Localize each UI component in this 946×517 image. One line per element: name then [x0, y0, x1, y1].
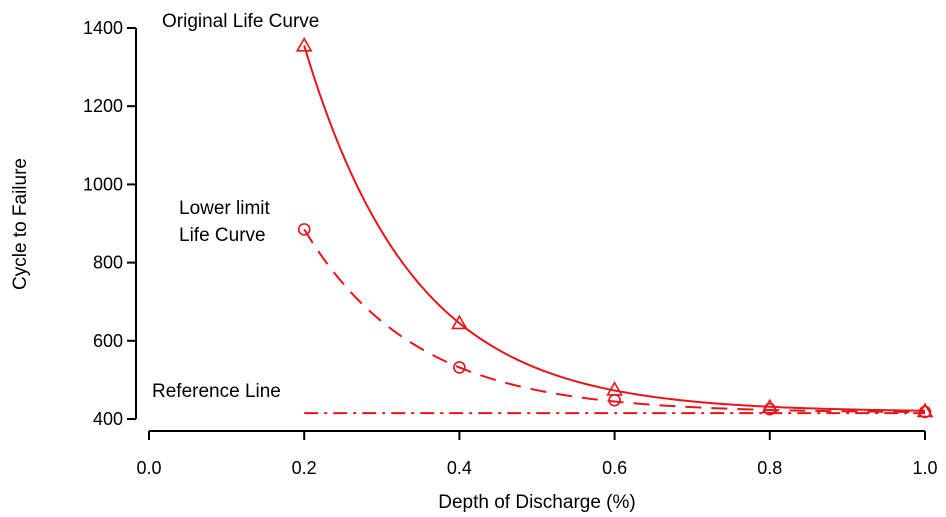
x-tick-label: 1.0 — [912, 458, 937, 478]
axis-ticks: 400 600 800 1000 1200 1400 0.0 0.2 0.4 0.6 0.8 1.0 — [83, 18, 938, 478]
y-tick-label: 600 — [93, 331, 123, 351]
circle-marker — [608, 393, 621, 407]
circle-marker — [453, 361, 466, 374]
circle-marker — [918, 405, 932, 419]
y-tick-label: 1200 — [83, 96, 123, 116]
x-axis-title: Depth of Discharge (%) — [438, 492, 635, 513]
y-tick-label: 1400 — [83, 18, 123, 38]
y-tick-label: 400 — [93, 409, 123, 429]
annotations: Original Life Curve Lower limit Life Cur… — [152, 11, 319, 402]
triangle-marker — [451, 314, 468, 330]
y-axis-title: Cycle to Failure — [10, 158, 31, 290]
plot-lines — [303, 45, 926, 415]
annotation-reference-line: Reference Line — [152, 381, 281, 402]
y-tick-label: 800 — [93, 253, 123, 273]
data-markers — [295, 36, 934, 419]
circle-marker — [297, 223, 311, 236]
x-tick-label: 0.4 — [447, 458, 472, 478]
triangle-marker — [295, 36, 313, 52]
triangle-marker — [761, 398, 779, 414]
circle-marker — [763, 402, 777, 416]
x-tick-label: 0.0 — [136, 458, 161, 478]
y-tick-label: 1000 — [83, 174, 123, 194]
annotation-lower-limit-line2: Life Curve — [179, 225, 266, 246]
series-line-lower-limit-life-curve — [303, 228, 926, 414]
x-tick-label: 0.6 — [602, 458, 627, 478]
annotation-original-life-curve: Original Life Curve — [162, 11, 319, 32]
x-tick-label: 0.2 — [292, 458, 317, 478]
x-tick-label: 0.8 — [757, 458, 782, 478]
axes — [135, 28, 925, 432]
series-line-original-life-curve — [303, 45, 926, 412]
annotation-lower-limit-line1: Lower limit — [179, 198, 271, 219]
triangle-marker — [916, 402, 934, 418]
